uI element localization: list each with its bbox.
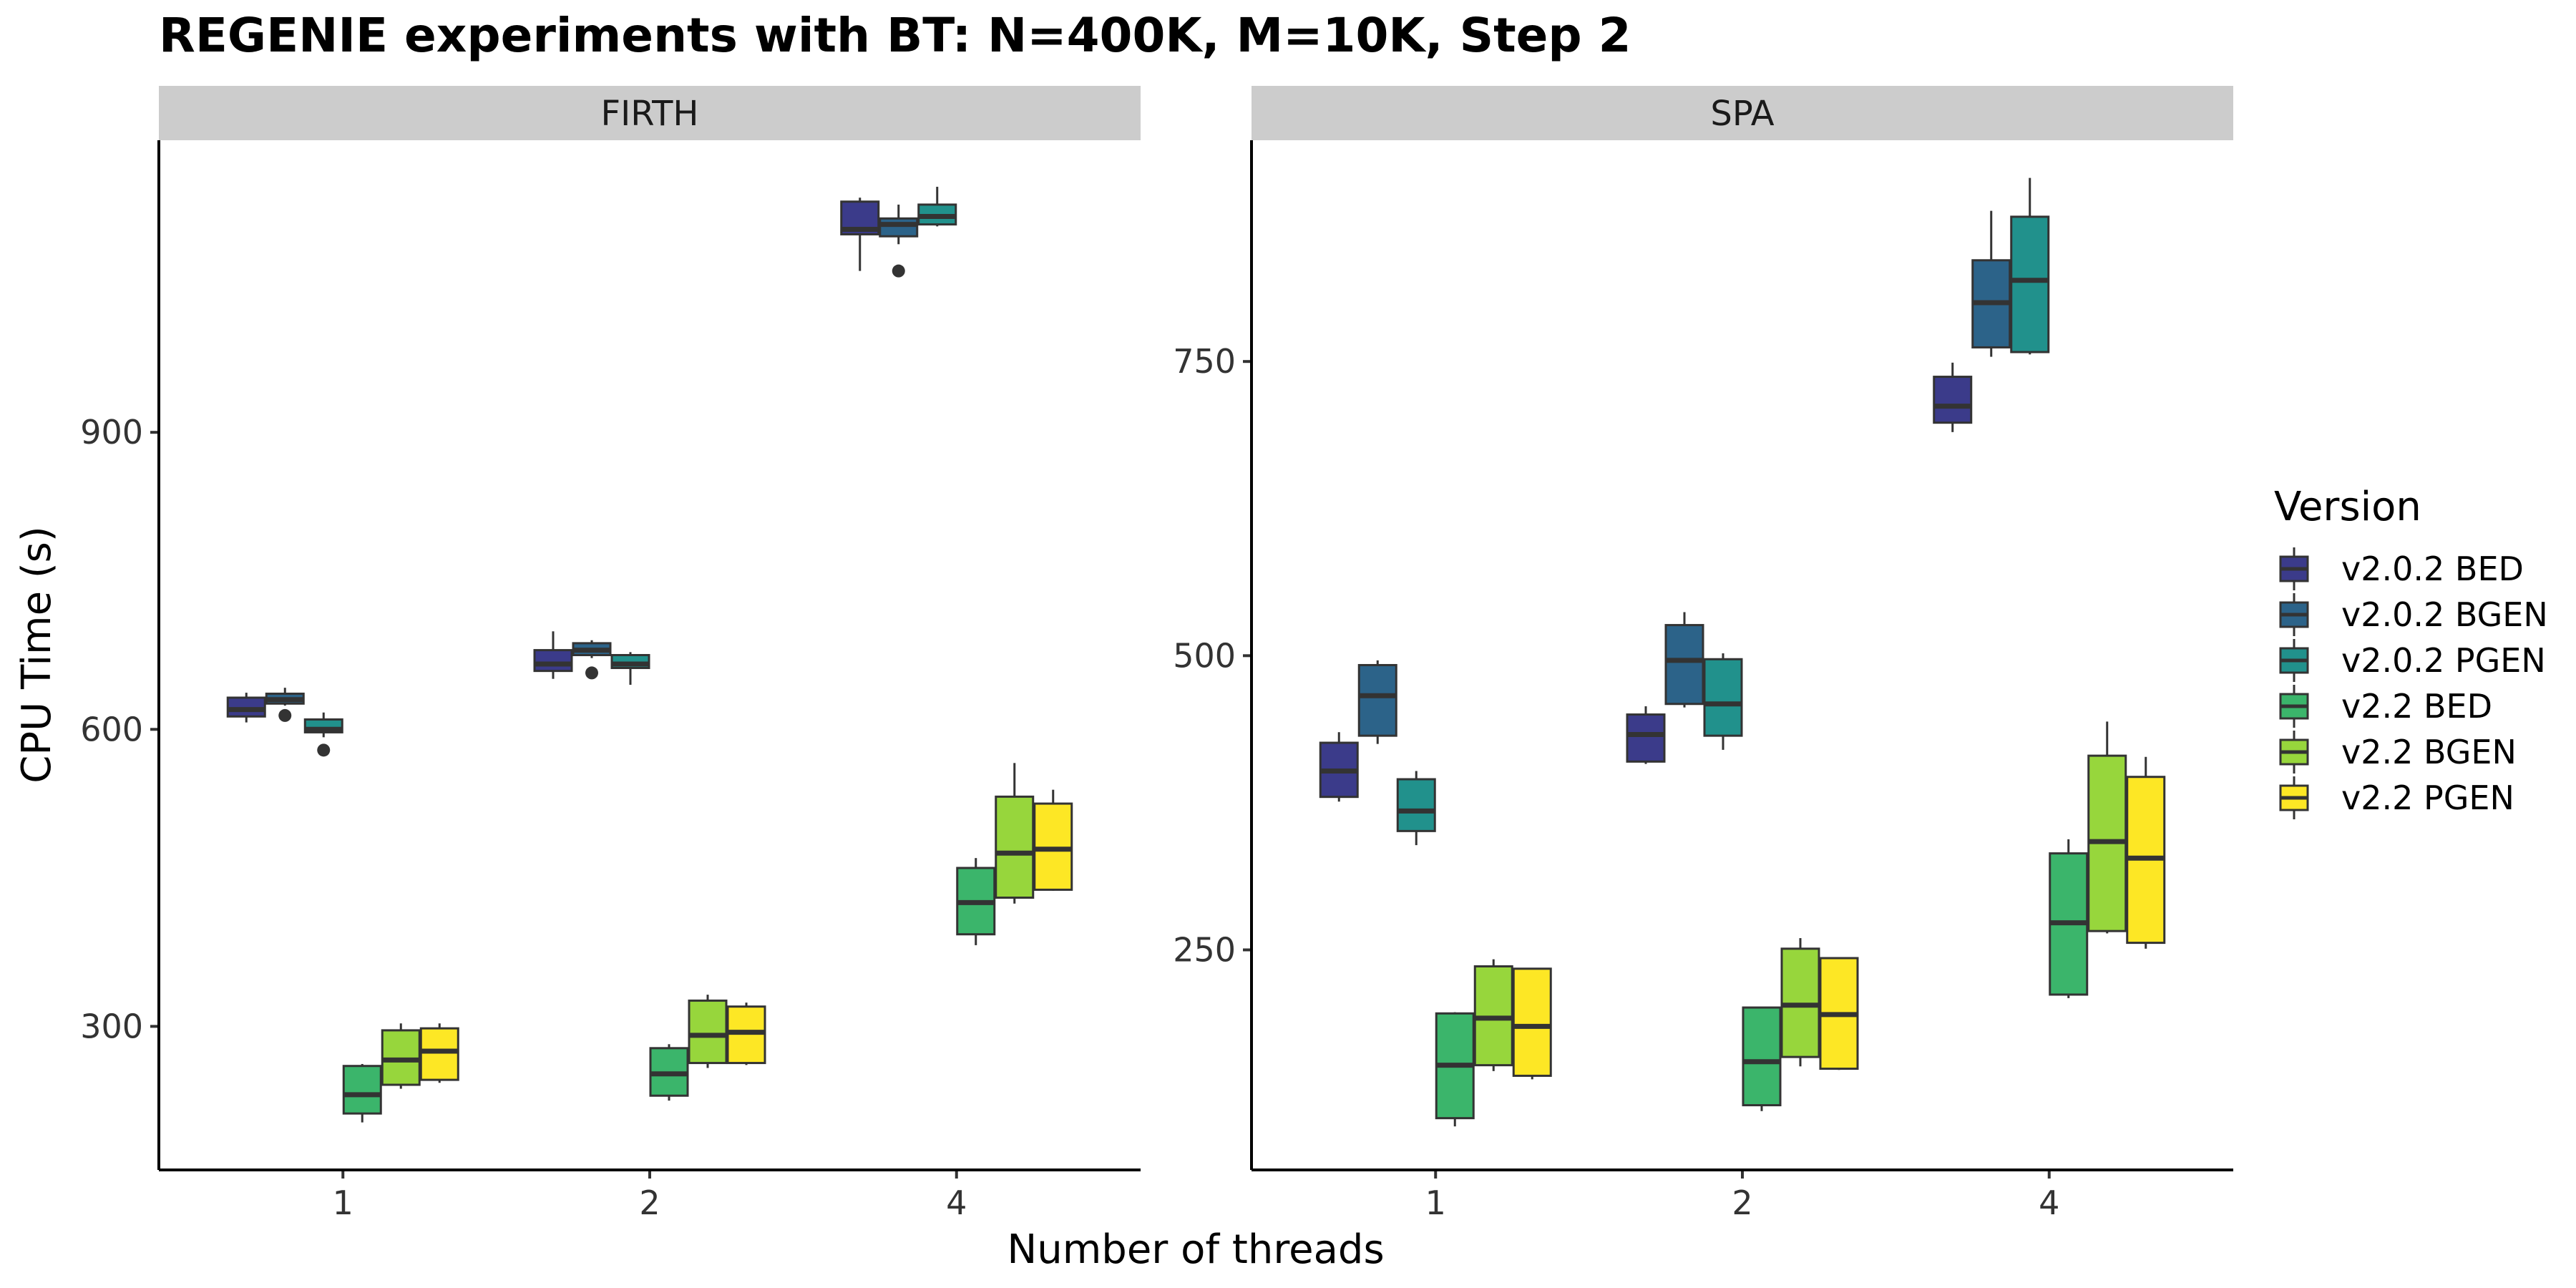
panel-firth-plot: 300 600 900 1 2 4 [80, 187, 1073, 1222]
legend-label-v2-2-bed: v2.2 BED [2341, 687, 2492, 726]
box-spa-v2-0-2-pgen-4-box [2010, 215, 2050, 353]
box-firth-v2-2-bed-1-box [342, 1065, 382, 1115]
y-tick-label-spa-250: 250 [1173, 930, 1236, 969]
box-firth-v2-0-2-bgen-4-outlier-0 [892, 264, 905, 278]
x-tick-label-spa-2: 2 [1732, 1184, 1752, 1222]
legend-label-v2-2-pgen: v2.2 PGEN [2341, 779, 2514, 817]
legend-label-v2-0-2-pgen: v2.0.2 PGEN [2341, 641, 2546, 680]
panel-firth: FIRTH 300 600 900 1 2 4 [80, 86, 1141, 1222]
y-tick-label-spa-750: 750 [1173, 342, 1236, 381]
box-spa-v2-0-2-bed-2-box [1626, 713, 1666, 763]
x-tick-label-spa-4: 4 [2039, 1184, 2059, 1222]
x-tick-label-firth-4: 4 [946, 1184, 967, 1222]
y-tick-label-spa-500: 500 [1173, 636, 1236, 675]
box-spa-v2-0-2-pgen-1-box [1396, 778, 1436, 832]
box-firth-v2-2-bgen-4-box [995, 795, 1035, 899]
x-tick-label-spa-1: 1 [1425, 1184, 1446, 1222]
box-firth-v2-0-2-pgen-1-outlier-0 [317, 743, 331, 757]
box-firth-v2-2-pgen-1-box [419, 1027, 459, 1081]
legend-label-v2-0-2-bed: v2.0.2 BED [2341, 550, 2524, 588]
panel-label-firth: FIRTH [600, 94, 698, 134]
legend-label-v2-0-2-bgen: v2.0.2 BGEN [2341, 595, 2548, 634]
chart-title: REGENIE experiments with BT: N=400K, M=1… [159, 8, 1631, 63]
panel-spa-plot: 250 500 750 1 2 4 [1173, 177, 2166, 1222]
legend-title: Version [2274, 484, 2421, 530]
box-spa-v2-0-2-bed-4-box [1933, 376, 1973, 424]
panel-strip-firth [159, 86, 1141, 140]
box-firth-v2-2-bgen-2-box [688, 999, 728, 1065]
legend-label-v2-2-bgen: v2.2 BGEN [2341, 733, 2517, 771]
panel-strip-spa [1252, 86, 2233, 140]
box-spa-v2-2-bed-2-box [1742, 1006, 1782, 1107]
y-tick-label-firth-900: 900 [80, 413, 143, 452]
x-axis-title: Number of threads [1007, 1226, 1384, 1273]
box-spa-v2-0-2-bgen-1-box [1357, 663, 1397, 737]
box-firth-v2-0-2-bgen-4-box [879, 217, 919, 238]
x-tick-label-firth-2: 2 [639, 1184, 660, 1222]
box-firth-v2-0-2-bgen-1-outlier-0 [278, 708, 292, 722]
y-tick-label-firth-300: 300 [80, 1007, 143, 1045]
panel-label-spa: SPA [1710, 94, 1774, 134]
box-spa-v2-0-2-bgen-2-box [1664, 624, 1704, 706]
box-spa-v2-2-pgen-1-box [1512, 967, 1552, 1077]
x-tick-label-firth-1: 1 [333, 1184, 353, 1222]
legend: Version v2.0.2 BED v2.0.2 BGEN v2.0.2 PGEN… [2274, 484, 2548, 819]
box-firth-v2-0-2-bgen-2-outlier-0 [585, 666, 598, 680]
box-spa-v2-0-2-pgen-2-box [1703, 658, 1743, 737]
box-firth-v2-0-2-bed-2-box [533, 649, 573, 673]
panel-spa: SPA 250 500 750 1 2 4 [1173, 86, 2233, 1222]
y-axis-title: CPU Time (s) [14, 526, 60, 783]
y-tick-label-firth-600: 600 [80, 710, 143, 748]
